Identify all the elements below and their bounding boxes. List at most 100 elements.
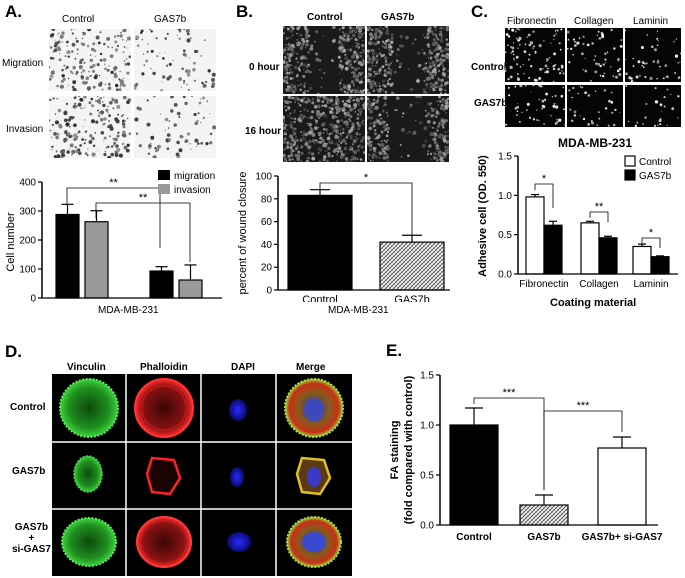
si-gas7-phalloidin-cell [136, 516, 192, 568]
significance-label: *** [503, 387, 517, 399]
panel-b-col-control: Control [307, 12, 343, 23]
panel-c-row-control: Control [471, 62, 507, 73]
chart-a-xlabel: MDA-MB-231 [98, 305, 159, 316]
micrograph-texture [283, 26, 365, 94]
y-tick-label: 0.5 [498, 230, 512, 241]
bar [580, 222, 600, 275]
legend-label: GAS7b [639, 171, 672, 182]
significance-label: ** [595, 201, 604, 213]
adhesion-collagen-control-image [567, 28, 623, 82]
wound-0h-gas7b-image [367, 26, 449, 94]
legend-item: Control [624, 155, 671, 168]
micrograph-texture [134, 29, 216, 91]
significance-bracket: ** [589, 201, 609, 222]
significance-label: *** [577, 400, 591, 412]
y-tick-label: 300 [19, 207, 36, 218]
panel-a-row-migration: Migration [2, 58, 44, 69]
panel-d-col-phalloidin: Phalloidin [140, 362, 188, 373]
gas7b-vinculin-cell [73, 455, 103, 493]
significance-bracket: * [534, 173, 554, 208]
y-tick-label: 0.5 [420, 471, 434, 482]
micrograph-texture [367, 96, 449, 162]
legend-label: invasion [174, 185, 211, 196]
chart-b-ylabel: percent of wound closure [237, 172, 249, 295]
panel-b-letter: B. [236, 2, 253, 21]
panel-c-col-collagen: Collagen [574, 16, 614, 27]
chart-c-xlabel: Coating material [550, 297, 637, 309]
panel-c-col-fibronectin: Fibronectin [507, 16, 557, 27]
panel-a-col-gas7b: GAS7b [154, 14, 187, 25]
y-tick-label: 100 [255, 172, 272, 183]
y-tick-label: 20 [261, 263, 273, 274]
micrograph-texture [49, 29, 131, 91]
panel-b-col-gas7b: GAS7b [381, 12, 415, 23]
y-tick-label: 80 [261, 194, 273, 205]
micrograph-texture [505, 85, 565, 127]
panel-d-row3-line1: GAS7b [14, 522, 49, 533]
control-dapi-nucleus [229, 399, 247, 421]
chart-b-category-label: Control [302, 294, 337, 302]
error-bar [465, 407, 483, 425]
y-tick-label: 0 [266, 286, 272, 297]
panel-b-row-16hour: 16 hour [245, 126, 282, 137]
wound-16h-control-image [283, 96, 365, 162]
chart-c: 0.0 0.5 1.0 1.5 Adhesive cell (OD. 550) Fibro… [477, 152, 678, 290]
control-phalloidin-cell [134, 378, 194, 438]
bar [178, 279, 203, 299]
bar [84, 221, 109, 299]
control-merge-cell [284, 378, 344, 438]
adhesion-laminin-gas7b-image [625, 85, 681, 127]
panel-d-row3-plus: + [28, 533, 35, 544]
error-bar [402, 234, 422, 243]
gas7b-dapi-nucleus [230, 467, 244, 487]
panel-d-col-dapi: DAPI [231, 362, 255, 373]
bar [55, 213, 80, 299]
error-bar [604, 235, 612, 238]
gas7b-phalloidin-cell [145, 456, 182, 496]
chart-e-ylabel-line1: FA staining [389, 421, 401, 480]
error-bar [586, 220, 594, 223]
adhesion-collagen-gas7b-image [567, 85, 623, 127]
invasion-gas7b-micrograph [134, 96, 216, 158]
bar [597, 447, 647, 526]
panel-a-letter: A. [5, 2, 22, 21]
micrograph-texture [567, 28, 623, 82]
error-bar [531, 193, 539, 197]
error-bar [90, 210, 103, 222]
migration-gas7b-micrograph [134, 29, 216, 91]
bar [287, 194, 353, 291]
y-tick-label: 1.0 [420, 421, 434, 432]
micrograph-texture [505, 28, 565, 82]
significance-label: ** [139, 192, 148, 204]
legend-item: invasion [158, 184, 211, 196]
error-bar [638, 243, 646, 247]
bar [632, 245, 652, 275]
legend-label: migration [174, 171, 215, 182]
y-tick-label: 60 [261, 217, 273, 228]
micrograph-texture [134, 96, 216, 158]
legend-item: migration [158, 170, 215, 182]
significance-label: * [649, 227, 654, 239]
invasion-control-micrograph [49, 96, 131, 158]
significance-label: * [542, 173, 547, 185]
significance-bracket: * [319, 172, 413, 236]
panel-c-letter: C. [471, 2, 488, 21]
bar [449, 424, 499, 526]
bar [149, 270, 174, 299]
y-tick-label: 1.0 [498, 191, 512, 202]
control-vinculin-cell [59, 378, 119, 438]
significance-label: ** [109, 177, 118, 189]
error-bar [155, 266, 168, 272]
chart-b-xlabel: MDA-MB-231 [328, 305, 389, 316]
error-bar [184, 264, 197, 281]
error-bar [61, 203, 74, 215]
y-tick-label: 1.5 [498, 152, 512, 163]
y-tick-label: 100 [19, 265, 36, 276]
panel-a-col-control: Control [62, 14, 95, 25]
adhesion-fibronectin-gas7b-image [505, 85, 565, 127]
y-tick-label: 0.0 [420, 521, 434, 532]
bar [519, 504, 569, 526]
y-tick-label: 0 [30, 294, 36, 303]
chart-e-category-label: Control [456, 532, 492, 543]
